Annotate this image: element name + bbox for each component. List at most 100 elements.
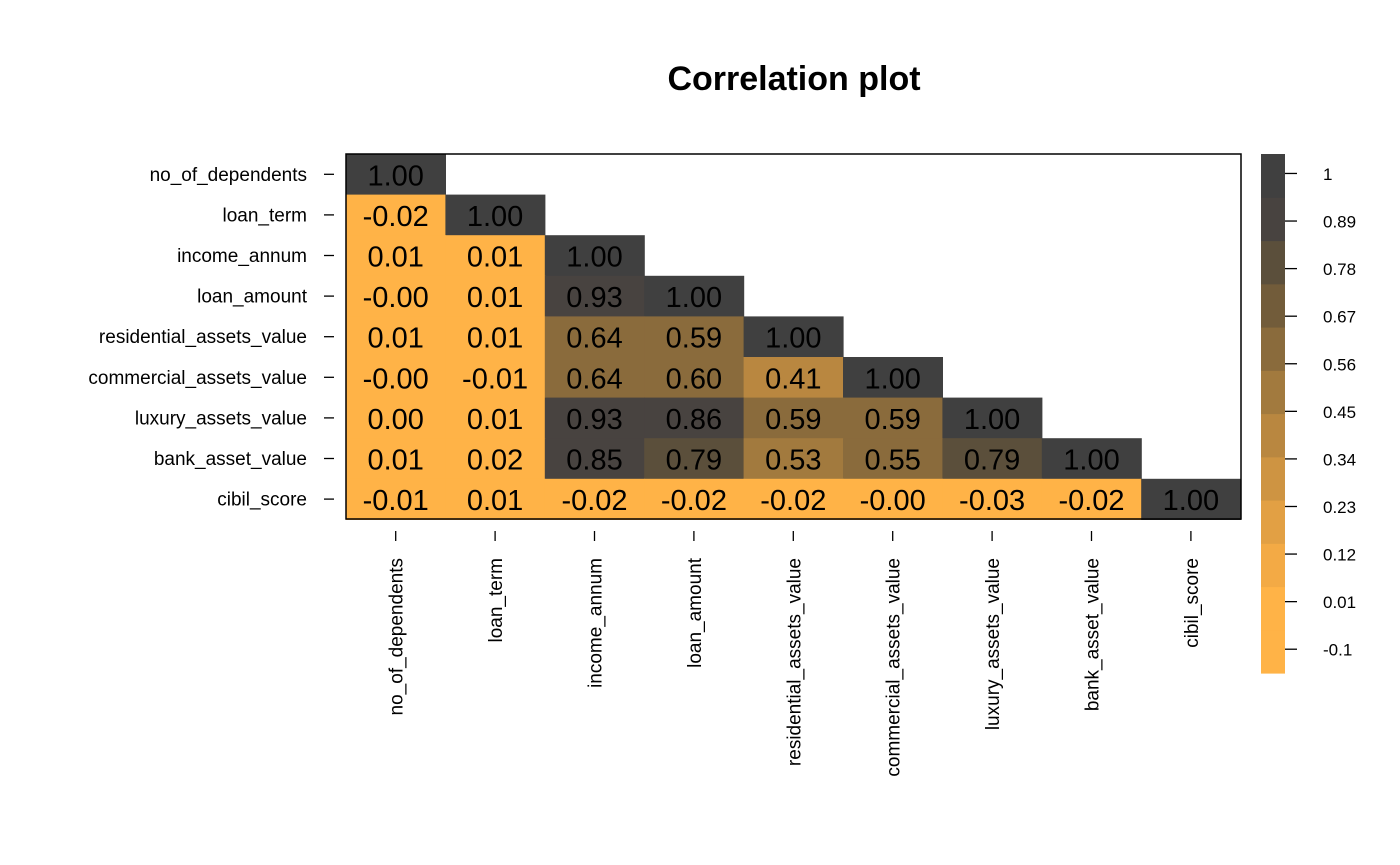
y-tick-label: cibil_score xyxy=(217,490,307,511)
cell-value-label: -0.02 xyxy=(1058,485,1124,517)
cell-value-label: 1.00 xyxy=(964,404,1020,436)
heatmap-cell-cibil_score-residential_assets_value xyxy=(743,478,844,520)
colorbar-segment xyxy=(1261,197,1285,242)
colorbar-segment xyxy=(1261,629,1285,674)
heatmap-cell-loan_amount-income_annum xyxy=(544,275,645,317)
heatmap-cell-bank_asset_value-loan_term xyxy=(445,438,546,480)
cell-value-label: 1.00 xyxy=(1063,445,1119,477)
cell-value-label: -0.02 xyxy=(561,485,627,517)
chart-title: Correlation plot xyxy=(667,60,920,98)
colorbar-segment xyxy=(1261,456,1285,501)
heatmap-cell-commercial_assets_value-commercial_assets_value xyxy=(843,357,943,399)
cell-value-label: -0.00 xyxy=(860,485,926,517)
y-tick-label: residential_assets_value xyxy=(99,327,307,348)
heatmap-cell-bank_asset_value-commercial_assets_value xyxy=(843,438,943,480)
colorbar-tick-label: 0.89 xyxy=(1323,213,1356,232)
cell-value-label: 1.00 xyxy=(1163,485,1219,517)
heatmap-cell-residential_assets_value-loan_term xyxy=(445,316,546,358)
heatmap-cells: 1.00 -0.02 1.00 0.01 0.01 1.00 -0.00 0.01 0.93 1.… xyxy=(346,154,1242,520)
cell-value-label: 0.02 xyxy=(467,445,523,477)
heatmap-cell-residential_assets_value-residential_assets_value xyxy=(743,316,844,358)
x-tick-label: cibil_score xyxy=(1182,558,1203,648)
cell-value-label: 0.93 xyxy=(566,282,622,314)
colorbar-segment xyxy=(1261,283,1285,328)
heatmap-cell-cibil_score-commercial_assets_value xyxy=(843,478,943,520)
heatmap-cell-cibil_score-cibil_score xyxy=(1141,478,1242,520)
cell-value-label: 0.53 xyxy=(765,445,821,477)
y-tick-label: commercial_assets_value xyxy=(88,368,307,389)
cell-value-label: 1.00 xyxy=(765,323,821,355)
heatmap-cell-cibil_score-bank_asset_value xyxy=(1041,478,1142,520)
cell-value-label: -0.02 xyxy=(661,485,727,517)
cell-value-label: -0.02 xyxy=(760,485,826,517)
heatmap-cell-luxury_assets_value-luxury_assets_value xyxy=(942,397,1043,439)
heatmap-cell-commercial_assets_value-no_of_dependents xyxy=(346,357,446,399)
heatmap-cell-residential_assets_value-loan_amount xyxy=(644,316,745,358)
cell-value-label: 1.00 xyxy=(666,282,722,314)
heatmap-cell-bank_asset_value-bank_asset_value xyxy=(1041,438,1142,480)
cell-value-label: 0.60 xyxy=(666,363,722,395)
colorbar-segment xyxy=(1261,586,1285,631)
y-tick-label: income_annum xyxy=(177,246,307,267)
cell-value-label: 0.01 xyxy=(367,445,423,477)
cell-value-label: 1.00 xyxy=(566,242,622,274)
heatmap-cell-luxury_assets_value-loan_term xyxy=(445,397,546,439)
x-tick-label: loan_amount xyxy=(685,557,706,668)
colorbar-segment xyxy=(1261,154,1285,198)
x-tick-label: income_annum xyxy=(586,558,607,688)
colorbar-segment xyxy=(1261,370,1285,415)
heatmap-cell-luxury_assets_value-residential_assets_value xyxy=(743,397,844,439)
heatmap-cell-loan_term-loan_term xyxy=(445,194,546,236)
cell-value-label: -0.03 xyxy=(959,485,1025,517)
cell-value-label: 0.64 xyxy=(566,363,622,395)
y-axis: no_of_dependents loan_term income_annumloa… xyxy=(88,165,334,511)
heatmap-cell-no_of_dependents-no_of_dependents xyxy=(346,154,446,196)
heatmap-cell-bank_asset_value-income_annum xyxy=(544,438,645,480)
cell-value-label: 0.01 xyxy=(467,485,523,517)
heatmap-cell-income_annum-no_of_dependents xyxy=(346,235,446,277)
cell-value-label: 0.00 xyxy=(367,404,423,436)
heatmap-cell-residential_assets_value-no_of_dependents xyxy=(346,316,446,358)
colorbar-segment xyxy=(1261,240,1285,285)
cell-value-label: 0.01 xyxy=(367,323,423,355)
x-tick-label: no_of_dependents xyxy=(387,558,408,715)
cell-value-label: 0.01 xyxy=(467,242,523,274)
colorbar-tick-label: -0.1 xyxy=(1323,641,1352,660)
cell-value-label: -0.02 xyxy=(363,201,429,233)
cell-value-label: -0.00 xyxy=(363,282,429,314)
y-tick-label: bank_asset_value xyxy=(154,449,307,470)
heatmap-cell-luxury_assets_value-loan_amount xyxy=(644,397,745,439)
y-tick-label: no_of_dependents xyxy=(150,165,307,186)
y-tick-label: loan_term xyxy=(223,205,308,226)
heatmap-cell-cibil_score-loan_amount xyxy=(644,478,745,520)
cell-value-label: -0.00 xyxy=(363,363,429,395)
heatmap-cell-loan_amount-loan_amount xyxy=(644,275,745,317)
colorbar-tick-label: 0.12 xyxy=(1323,546,1356,565)
cell-value-label: 0.86 xyxy=(666,404,722,436)
cell-value-label: 0.79 xyxy=(666,445,722,477)
heatmap-cell-commercial_assets_value-income_annum xyxy=(544,357,645,399)
cell-value-label: 0.59 xyxy=(864,404,920,436)
cell-value-label: 0.41 xyxy=(765,363,821,395)
heatmap-cell-luxury_assets_value-commercial_assets_value xyxy=(843,397,943,439)
x-tick-label: commercial_assets_value xyxy=(884,558,905,777)
heatmap-cell-bank_asset_value-loan_amount xyxy=(644,438,745,480)
cell-value-label: 1.00 xyxy=(467,201,523,233)
y-tick-label: luxury_assets_value xyxy=(135,408,307,429)
colorbar-tick-label: 0.67 xyxy=(1323,308,1356,327)
heatmap-cell-loan_amount-no_of_dependents xyxy=(346,275,446,317)
x-tick-label: residential_assets_value xyxy=(784,558,805,766)
x-tick-label: bank_asset_value xyxy=(1083,558,1104,711)
x-axis: no_of_dependents loan_term income_annum loa… xyxy=(387,531,1203,777)
colorbar-tick-label: 0.45 xyxy=(1323,403,1356,422)
cell-value-label: -0.01 xyxy=(462,363,528,395)
colorbar-tick-label: 0.01 xyxy=(1323,593,1356,612)
cell-value-label: 0.01 xyxy=(367,242,423,274)
heatmap-cell-loan_amount-loan_term xyxy=(445,275,546,317)
colorbar-tick-label: 0.34 xyxy=(1323,450,1356,469)
cell-value-label: 0.55 xyxy=(864,445,920,477)
cell-value-label: 0.01 xyxy=(467,404,523,436)
heatmap-cell-residential_assets_value-income_annum xyxy=(544,316,645,358)
colorbar-tick-label: 0.56 xyxy=(1323,355,1356,374)
heatmap-cell-income_annum-income_annum xyxy=(544,235,645,277)
